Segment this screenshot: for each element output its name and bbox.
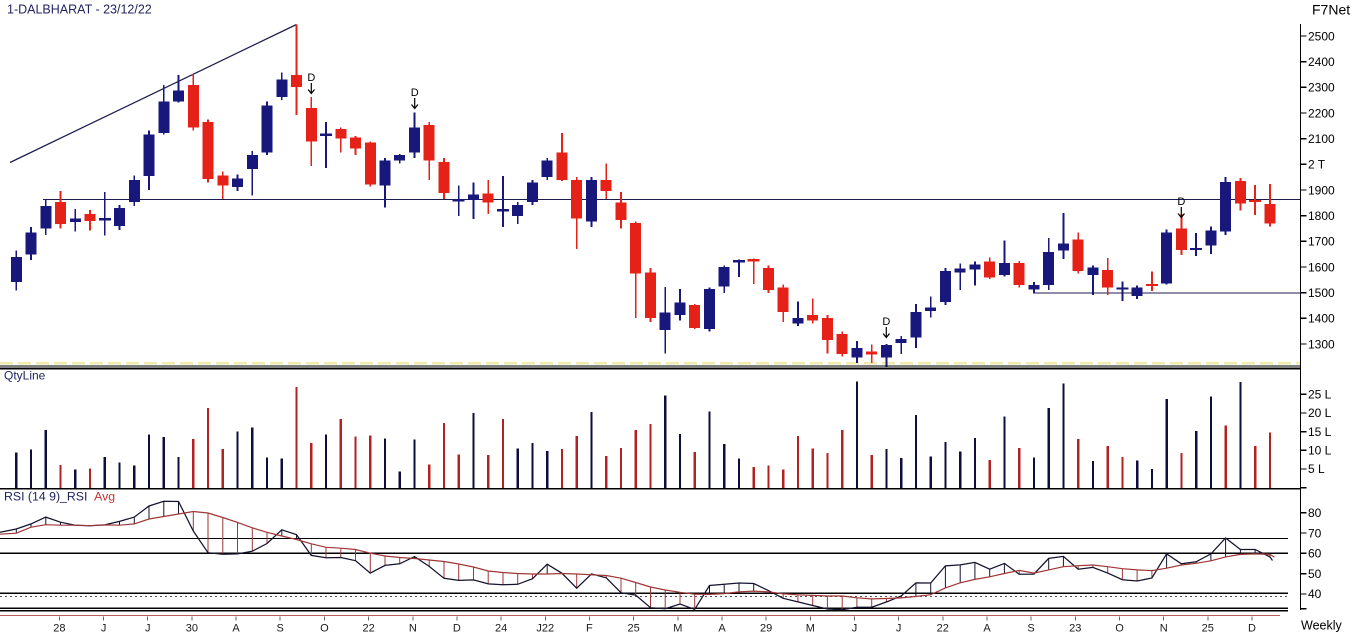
svg-text:23: 23: [1069, 623, 1081, 635]
svg-text:80: 80: [1308, 506, 1322, 520]
svg-text:2300: 2300: [1308, 81, 1335, 95]
svg-text:S: S: [1027, 623, 1034, 635]
svg-text:2500: 2500: [1308, 29, 1335, 43]
svg-text:28: 28: [53, 623, 65, 635]
svg-text:15 L: 15 L: [1308, 425, 1332, 439]
svg-text:N: N: [409, 623, 417, 635]
svg-text:D: D: [882, 316, 890, 328]
svg-text:QtyLine: QtyLine: [4, 369, 46, 383]
svg-text:29: 29: [760, 623, 772, 635]
svg-text:J: J: [101, 623, 107, 635]
svg-text:24: 24: [495, 623, 507, 635]
svg-text:1300: 1300: [1308, 337, 1335, 351]
svg-text:M: M: [673, 623, 682, 635]
svg-text:2100: 2100: [1308, 132, 1335, 146]
svg-text:25: 25: [1202, 623, 1214, 635]
svg-text:O: O: [1115, 623, 1124, 635]
svg-text:30: 30: [186, 623, 198, 635]
svg-text:22: 22: [937, 623, 949, 635]
svg-text:40: 40: [1308, 587, 1322, 601]
svg-text:S: S: [277, 623, 284, 635]
svg-text:D: D: [307, 72, 315, 84]
svg-text:5 L: 5 L: [1308, 462, 1325, 476]
svg-text:A: A: [718, 623, 726, 635]
svg-text:M: M: [806, 623, 815, 635]
svg-text:A: A: [983, 623, 991, 635]
svg-text:25: 25: [627, 623, 639, 635]
svg-text:D: D: [1177, 196, 1185, 208]
svg-text:25 L: 25 L: [1308, 388, 1332, 402]
svg-text:O: O: [320, 623, 329, 635]
svg-text:2200: 2200: [1308, 106, 1335, 120]
svg-text:1800: 1800: [1308, 209, 1335, 223]
svg-text:20 L: 20 L: [1308, 406, 1332, 420]
svg-text:1700: 1700: [1308, 235, 1335, 249]
svg-text:60: 60: [1308, 547, 1322, 561]
svg-text:J: J: [145, 623, 151, 635]
svg-text:1400: 1400: [1308, 312, 1335, 326]
svg-text:1-DALBHARAT - 23/12/22: 1-DALBHARAT - 23/12/22: [7, 2, 152, 16]
svg-text:1900: 1900: [1308, 183, 1335, 197]
svg-text:A: A: [232, 623, 240, 635]
svg-text:J22: J22: [536, 623, 554, 635]
svg-text:J: J: [896, 623, 902, 635]
svg-text:1500: 1500: [1308, 286, 1335, 300]
svg-text:22: 22: [362, 623, 374, 635]
svg-text:RSI (14 9)_RSI Avg: RSI (14 9)_RSI Avg: [4, 490, 115, 504]
svg-text:10 L: 10 L: [1308, 444, 1332, 458]
svg-text:70: 70: [1308, 526, 1322, 540]
svg-text:1600: 1600: [1308, 260, 1335, 274]
svg-text:F7Net: F7Net: [1312, 2, 1350, 18]
svg-text:J: J: [852, 623, 858, 635]
svg-text:Weekly: Weekly: [1301, 619, 1343, 633]
svg-text:N: N: [1160, 623, 1168, 635]
svg-text:D: D: [453, 623, 461, 635]
svg-text:D: D: [411, 87, 419, 99]
svg-text:2 T: 2 T: [1308, 158, 1326, 172]
svg-text:2400: 2400: [1308, 55, 1335, 69]
svg-text:F: F: [586, 623, 593, 635]
svg-text:50: 50: [1308, 567, 1322, 581]
svg-text:D: D: [1248, 623, 1256, 635]
